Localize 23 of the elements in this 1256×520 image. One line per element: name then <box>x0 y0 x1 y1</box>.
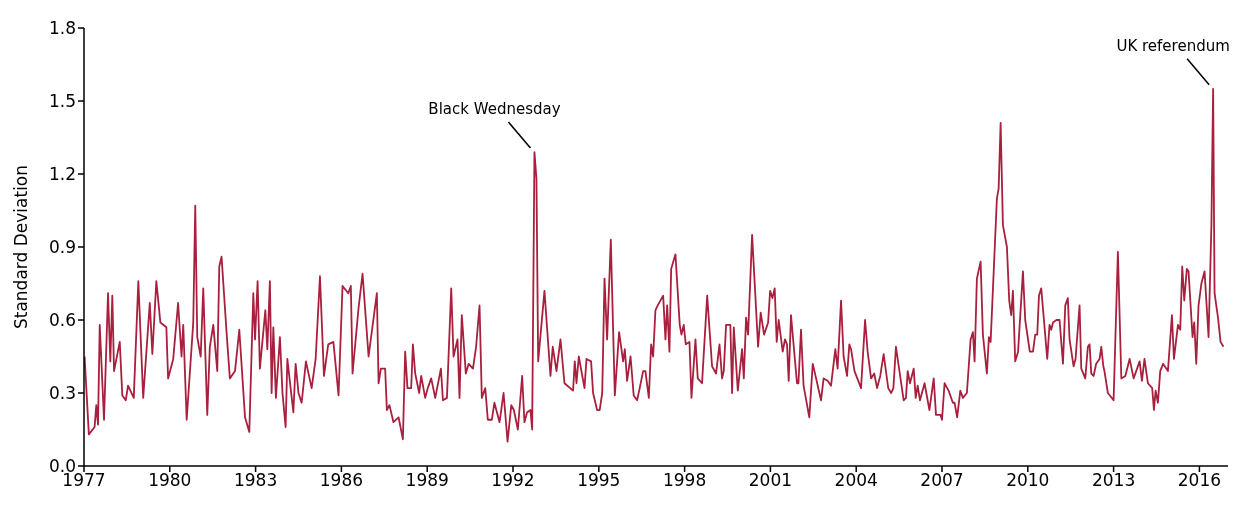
x-tick-label: 1995 <box>577 470 621 491</box>
x-tick-label: 1980 <box>148 470 192 491</box>
y-tick-label: 0.3 <box>48 383 76 404</box>
y-tick-label: 0.9 <box>48 237 76 258</box>
x-tick-label: 2004 <box>834 470 878 491</box>
x-tick-label: 2016 <box>1177 470 1222 491</box>
y-tick-label: 1.5 <box>48 91 76 112</box>
line-series <box>84 87 1225 443</box>
annotation: Black Wednesday <box>428 100 561 119</box>
x-tick-label: 1998 <box>662 470 707 491</box>
x-tick-label: 1983 <box>233 470 278 491</box>
x-tick-label: 1992 <box>491 470 535 491</box>
x-tick-label: 1986 <box>319 470 364 491</box>
y-tick-label: 0.6 <box>48 310 76 331</box>
x-tick-label: 2010 <box>1006 470 1050 491</box>
x-tick-label: 1989 <box>405 470 449 491</box>
x-tick-label: 2001 <box>748 470 793 491</box>
x-tick-label: 2007 <box>920 470 964 491</box>
annotation: UK referendum <box>1116 36 1230 55</box>
y-tick-label: 1.2 <box>48 164 76 185</box>
y-tick-label: 1.8 <box>48 18 76 39</box>
y-axis-title: Standard Deviation <box>11 164 32 330</box>
x-tick-label: 2013 <box>1091 470 1136 491</box>
